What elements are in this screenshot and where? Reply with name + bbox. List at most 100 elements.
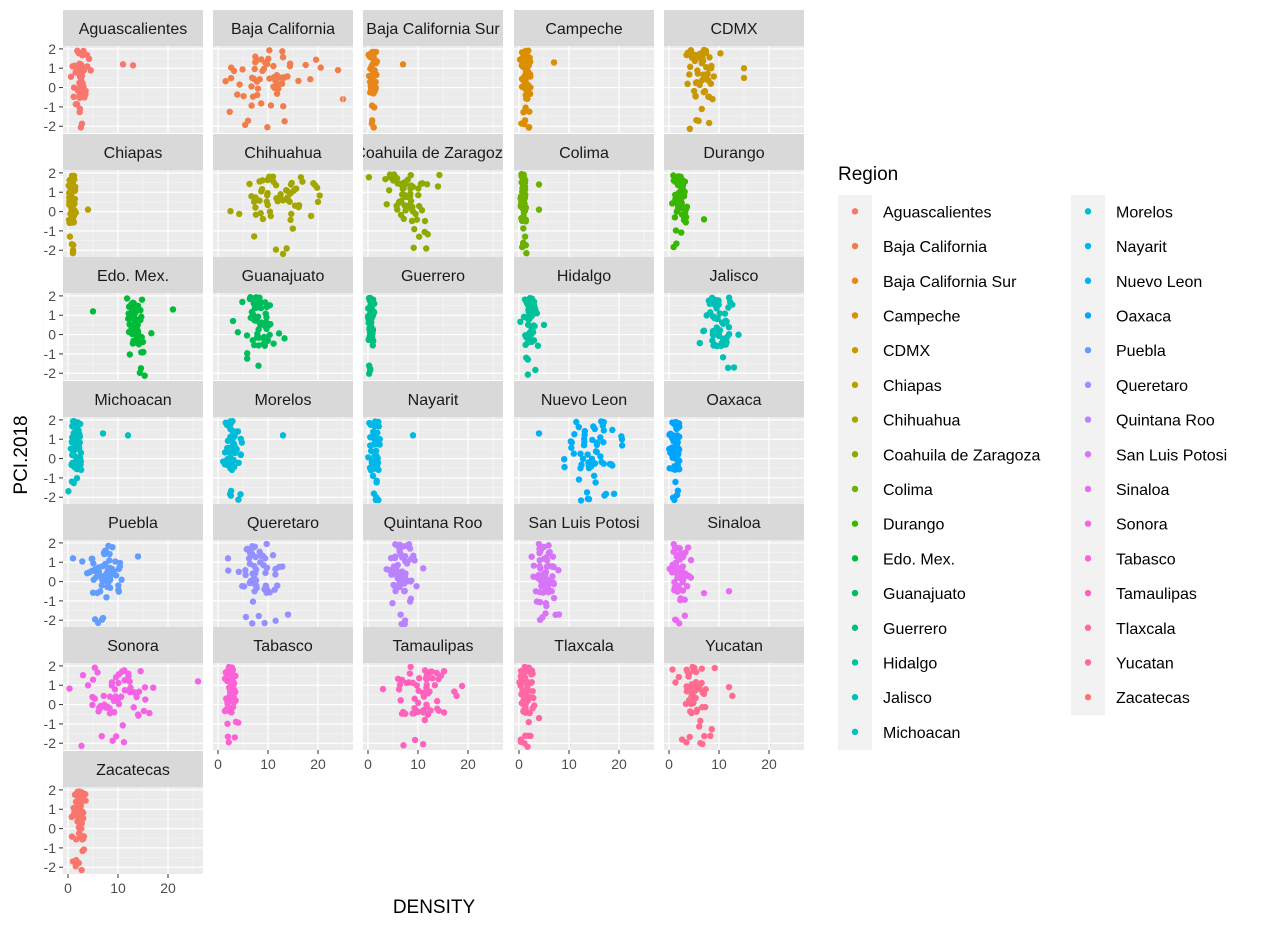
y-tick-label: 2 bbox=[48, 412, 56, 428]
data-point bbox=[259, 177, 266, 184]
data-point bbox=[397, 551, 405, 559]
data-point bbox=[252, 577, 260, 584]
legend-item: Yucatan bbox=[1084, 655, 1174, 672]
data-point bbox=[535, 714, 543, 722]
data-point bbox=[68, 478, 76, 485]
data-point bbox=[521, 73, 528, 80]
data-point bbox=[82, 797, 89, 804]
data-point bbox=[415, 191, 422, 199]
facet-panel: CDMX bbox=[643, 10, 804, 133]
data-point bbox=[221, 449, 229, 456]
legend-label: CDMX bbox=[883, 343, 930, 360]
x-tick-label: 10 bbox=[410, 756, 426, 772]
data-point bbox=[522, 86, 530, 93]
data-point bbox=[683, 583, 691, 590]
data-point bbox=[367, 447, 375, 455]
facet-panel: Colima bbox=[493, 134, 654, 257]
data-point bbox=[71, 62, 78, 69]
data-point bbox=[366, 326, 373, 333]
facet-panel: Guanajuato bbox=[192, 257, 353, 380]
data-point bbox=[686, 63, 694, 71]
facet-strip-label: Chiapas bbox=[104, 145, 163, 162]
x-tick-label: 20 bbox=[761, 756, 777, 772]
facet-strip-label: Chihuahua bbox=[244, 145, 322, 162]
data-point bbox=[669, 435, 676, 442]
data-point bbox=[394, 571, 401, 578]
panel-background bbox=[363, 293, 503, 380]
x-tick-label: 0 bbox=[214, 756, 222, 772]
data-point bbox=[679, 587, 687, 594]
legend-item: Sinaloa bbox=[1084, 482, 1169, 499]
data-point bbox=[248, 193, 255, 200]
data-point bbox=[110, 568, 117, 575]
data-point bbox=[265, 173, 273, 180]
data-point bbox=[279, 197, 287, 204]
facet-strip-label: Morelos bbox=[255, 392, 312, 409]
facet-panel: Tabasco bbox=[192, 627, 353, 750]
data-point bbox=[672, 560, 679, 568]
data-point bbox=[686, 733, 693, 741]
data-point bbox=[440, 709, 448, 716]
data-point bbox=[670, 172, 677, 179]
data-point bbox=[427, 668, 434, 675]
data-point bbox=[368, 102, 376, 109]
legend-label: Baja California bbox=[883, 239, 987, 256]
data-point bbox=[275, 330, 283, 337]
data-point bbox=[224, 733, 232, 740]
data-point bbox=[254, 313, 262, 320]
data-point bbox=[679, 182, 687, 189]
x-tick-label: 0 bbox=[665, 756, 673, 772]
data-point bbox=[676, 556, 684, 563]
data-point bbox=[421, 667, 429, 674]
data-point bbox=[395, 198, 403, 206]
data-point bbox=[537, 565, 544, 572]
x-tick-label: 10 bbox=[110, 880, 126, 896]
data-point bbox=[73, 474, 81, 482]
data-point bbox=[725, 588, 733, 595]
data-point bbox=[437, 672, 445, 679]
data-point bbox=[236, 81, 243, 88]
data-point bbox=[540, 321, 548, 329]
panel-background bbox=[63, 540, 203, 627]
facet-panel: Guerrero bbox=[342, 257, 503, 380]
legend-item: Baja California Sur bbox=[851, 274, 1017, 291]
data-point bbox=[522, 688, 529, 696]
data-point bbox=[69, 249, 77, 257]
facet-strip-label: Baja California bbox=[231, 21, 335, 38]
y-tick-label: 0 bbox=[48, 80, 56, 96]
data-point bbox=[419, 180, 426, 187]
facet-strip bbox=[363, 10, 503, 46]
y-tick-label: 1 bbox=[48, 554, 56, 570]
facet-panel: Baja California bbox=[192, 10, 353, 133]
legend-key bbox=[851, 520, 859, 527]
data-point bbox=[685, 673, 692, 680]
data-point bbox=[527, 679, 535, 687]
legend-key bbox=[1084, 451, 1092, 458]
data-point bbox=[390, 581, 397, 589]
data-point bbox=[232, 688, 239, 696]
data-point bbox=[713, 324, 720, 331]
data-point bbox=[130, 688, 138, 696]
legend-item: Morelos bbox=[1084, 204, 1173, 221]
data-point bbox=[266, 331, 273, 339]
data-point bbox=[600, 438, 607, 446]
facet-strip bbox=[213, 627, 353, 663]
data-point bbox=[112, 674, 120, 681]
data-point bbox=[222, 669, 230, 676]
data-point bbox=[689, 663, 696, 671]
data-point bbox=[234, 329, 242, 336]
data-point bbox=[266, 302, 274, 309]
data-point bbox=[241, 121, 249, 129]
data-point bbox=[597, 418, 605, 425]
legend-label: Nayarit bbox=[1116, 239, 1167, 256]
data-point bbox=[701, 703, 709, 711]
data-point bbox=[581, 438, 588, 446]
data-point bbox=[397, 697, 404, 704]
data-point bbox=[686, 71, 693, 78]
data-point bbox=[673, 455, 680, 463]
data-point bbox=[711, 664, 718, 672]
facet-strip bbox=[213, 381, 353, 417]
data-point bbox=[531, 702, 538, 709]
panel-background bbox=[664, 46, 804, 133]
data-point bbox=[525, 123, 533, 131]
